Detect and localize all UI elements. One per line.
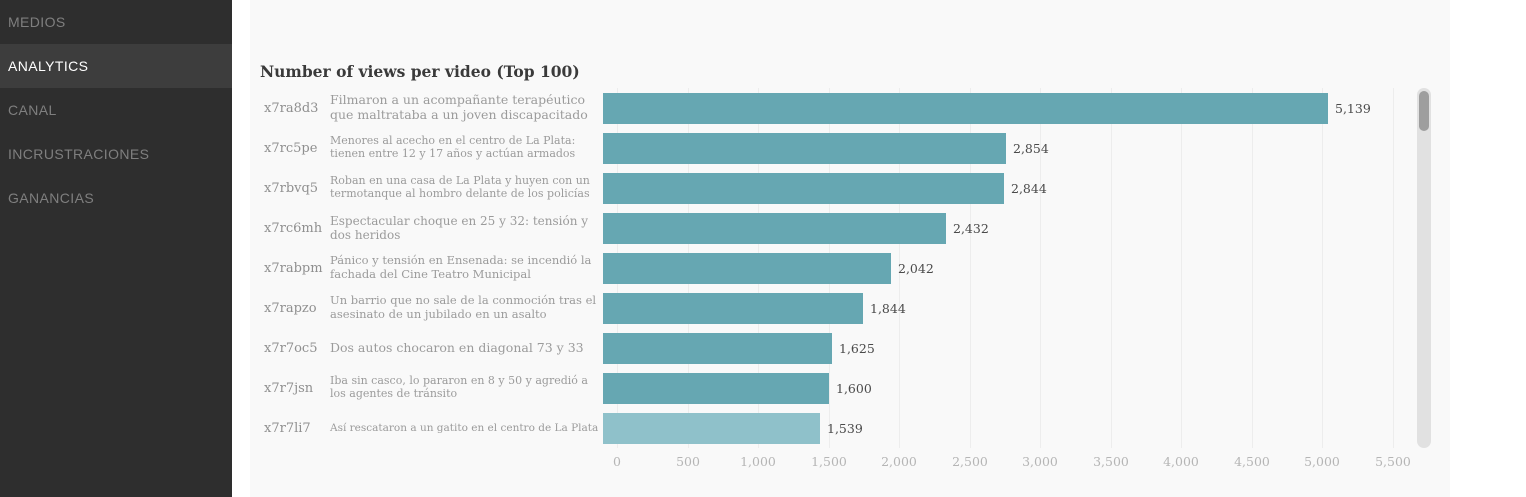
chart-row: x7rc5pe Menores al acecho en el centro de… — [250, 128, 1410, 168]
bar-area: 2,854 — [603, 128, 1410, 168]
x-axis-tick-label: 1,500 — [811, 454, 847, 469]
gridline — [970, 88, 971, 448]
chart-rows: x7ra8d3 Filmaron a un acompañante terapéu… — [250, 88, 1410, 448]
video-id: x7r7li7 — [264, 420, 311, 436]
views-value: 1,600 — [836, 380, 872, 396]
bar-area: 1,844 — [603, 288, 1410, 328]
bar-area: 2,042 — [603, 248, 1410, 288]
x-axis-tick-label: 500 — [676, 454, 700, 469]
views-value: 1,539 — [827, 420, 863, 436]
gridline — [1393, 88, 1394, 448]
views-value: 2,432 — [953, 220, 989, 236]
chart-scrollbar-track[interactable] — [1417, 88, 1431, 448]
gridline — [1252, 88, 1253, 448]
gridline — [1040, 88, 1041, 448]
video-title: Un barrio que no sale de la conmoción tr… — [330, 293, 597, 321]
video-title: Espectacular choque en 25 y 32: tensión … — [330, 213, 589, 242]
gridline — [1322, 88, 1323, 448]
x-axis-tick-label: 2,000 — [881, 454, 917, 469]
chart-row: x7rapzo Un barrio que no sale de la conmo… — [250, 288, 1410, 328]
sidebar: MEDIOS ANALYTICS CANAL INCRUSTRACIONES GANAN… — [0, 0, 232, 497]
bar-area: 5,139 — [603, 88, 1410, 128]
views-bar[interactable] — [603, 332, 832, 364]
views-bar[interactable] — [603, 92, 1328, 124]
video-title: Roban en una casa de La Plata y huyen co… — [330, 174, 590, 200]
chart-row: x7r7jsn Iba sin casco, lo pararon en 8 y … — [250, 368, 1410, 408]
sidebar-item-ganancias[interactable]: GANANCIAS — [0, 176, 232, 220]
x-axis-tick-label: 4,000 — [1163, 454, 1199, 469]
sidebar-item-incrustraciones[interactable]: INCRUSTRACIONES — [0, 132, 232, 176]
video-id: x7rbvq5 — [264, 180, 319, 196]
chart-row: x7r7oc5 Dos autos chocaron en diagonal 73… — [250, 328, 1410, 368]
sidebar-item-canal[interactable]: CANAL — [0, 88, 232, 132]
x-axis-tick-label: 2,500 — [952, 454, 988, 469]
views-value: 1,625 — [839, 340, 875, 356]
x-axis-tick-label: 5,000 — [1304, 454, 1340, 469]
chart-scrollbar-thumb[interactable] — [1419, 91, 1429, 131]
x-axis-tick-label: 0 — [613, 454, 621, 469]
views-bar[interactable] — [603, 372, 829, 404]
sidebar-item-analytics[interactable]: ANALYTICS — [0, 44, 232, 88]
x-axis-tick-label: 4,500 — [1234, 454, 1270, 469]
sidebar-item-label: GANANCIAS — [8, 190, 95, 206]
views-bar[interactable] — [603, 132, 1006, 164]
video-id: x7rapzo — [264, 300, 317, 316]
views-bar[interactable] — [603, 172, 1004, 204]
gridline — [1181, 88, 1182, 448]
bar-area: 1,600 — [603, 368, 1410, 408]
views-bar[interactable] — [603, 252, 891, 284]
bar-area: 2,844 — [603, 168, 1410, 208]
bar-area: 1,539 — [603, 408, 1410, 448]
video-id: x7r7oc5 — [264, 340, 318, 356]
sidebar-item-label: ANALYTICS — [8, 58, 89, 74]
bar-area: 2,432 — [603, 208, 1410, 248]
bar-area: 1,625 — [603, 328, 1410, 368]
gridline — [899, 88, 900, 448]
views-value: 2,854 — [1013, 140, 1049, 156]
gridline — [1111, 88, 1112, 448]
views-value: 1,844 — [870, 300, 906, 316]
x-axis-tick-label: 1,000 — [740, 454, 776, 469]
video-title: Pánico y tensión en Ensenada: se incendi… — [330, 253, 592, 281]
sidebar-item-label: MEDIOS — [8, 14, 66, 30]
chart-x-axis: 0 500 1,000 1,500 2,000 2,500 3,000 3,500 4,000 4… — [613, 448, 1411, 474]
video-title: Iba sin casco, lo pararon en 8 y 50 y ag… — [330, 374, 588, 400]
chart-title: Number of views per video (Top 100) — [260, 62, 580, 81]
chart-row: x7rbvq5 Roban en una casa de La Plata y h… — [250, 168, 1410, 208]
video-id: x7rc5pe — [264, 140, 318, 156]
views-bar[interactable] — [603, 212, 946, 244]
analytics-panel: Number of views per video (Top 100) x7ra… — [250, 0, 1450, 497]
video-title: Menores al acecho en el centro de La Pla… — [330, 134, 576, 160]
x-axis-tick-label: 3,500 — [1093, 454, 1129, 469]
chart-row: x7r7li7 Así rescataron a un gatito en el … — [250, 408, 1410, 448]
video-title: Filmaron a un acompañante terapéutico qu… — [330, 92, 588, 122]
sidebar-item-medios[interactable]: MEDIOS — [0, 0, 232, 44]
sidebar-item-label: CANAL — [8, 102, 57, 118]
chart-row: x7rabpm Pánico y tensión en Ensenada: se … — [250, 248, 1410, 288]
chart-row: x7ra8d3 Filmaron a un acompañante terapéu… — [250, 88, 1410, 128]
x-axis-tick-label: 5,500 — [1375, 454, 1411, 469]
views-value: 2,042 — [898, 260, 934, 276]
views-value: 2,844 — [1011, 180, 1047, 196]
video-id: x7rc6mh — [264, 220, 323, 236]
views-value: 5,139 — [1335, 100, 1371, 116]
video-title: Dos autos chocaron en diagonal 73 y 33 — [330, 339, 584, 355]
views-bar[interactable] — [603, 412, 820, 444]
sidebar-item-label: INCRUSTRACIONES — [8, 146, 150, 162]
x-axis-tick-label: 3,000 — [1022, 454, 1058, 469]
video-id: x7r7jsn — [264, 380, 314, 396]
video-title: Así rescataron a un gatito en el centro … — [330, 421, 599, 434]
chart-row: x7rc6mh Espectacular choque en 25 y 32: t… — [250, 208, 1410, 248]
views-bar[interactable] — [603, 292, 863, 324]
video-id: x7rabpm — [264, 260, 323, 276]
video-id: x7ra8d3 — [264, 100, 319, 116]
